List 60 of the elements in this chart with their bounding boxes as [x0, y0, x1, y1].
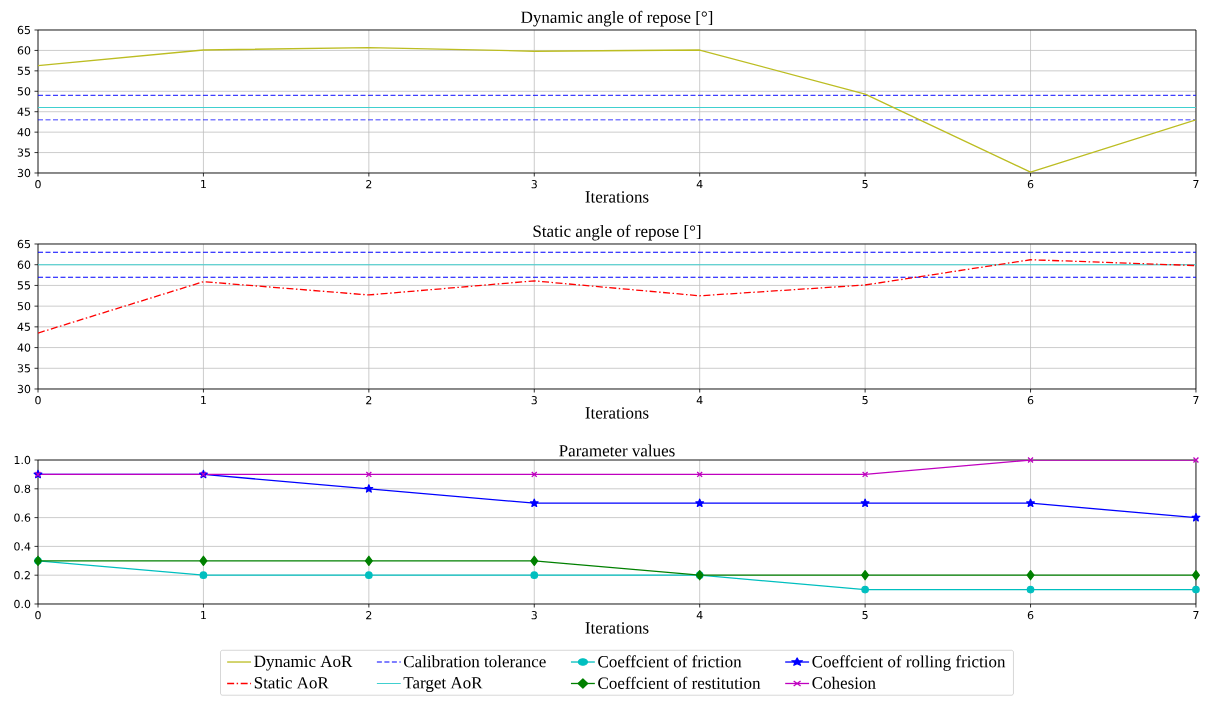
x-tick-label: 5 — [862, 396, 868, 405]
text: Static AoR — [254, 677, 329, 689]
x-tick-label: 5 — [862, 180, 868, 189]
y-tick-label: 50 — [17, 301, 31, 311]
x-tick-label: 1 — [201, 180, 206, 189]
x-tick-label: 0 — [35, 396, 41, 405]
legend-label: Coeffcient of friction — [598, 655, 742, 668]
x-tick-label: 4 — [696, 611, 703, 620]
x-tick-label: 7 — [1193, 611, 1199, 620]
x-tick-label: 6 — [1027, 396, 1034, 405]
legend-label: Cohesion — [812, 676, 876, 689]
y-tick-label: 45 — [17, 107, 31, 116]
y-tick-label: 40 — [17, 127, 31, 137]
x-tick-label: 3 — [531, 611, 537, 620]
x-tick-label: 3 — [531, 180, 537, 189]
y-tick-label: 0.4 — [14, 542, 31, 551]
chart-title: Static angle of repose [°] — [533, 224, 701, 241]
x-tick-label: 6 — [1027, 611, 1034, 620]
text: Calibration tolerance — [403, 655, 546, 668]
x-tick-label: 2 — [366, 180, 372, 189]
y-tick-label: 45 — [17, 322, 31, 331]
text: Dynamic AoR — [254, 655, 353, 671]
x-axis-title: Iterations — [585, 191, 649, 203]
y-tick-label: 30 — [17, 384, 31, 394]
y-tick-label: 55 — [17, 281, 31, 290]
text: Target AoR — [403, 677, 483, 693]
x-tick-label: 2 — [366, 396, 372, 405]
legend-label: Coeffcient of restitution — [598, 676, 761, 689]
x-tick-label: 0 — [35, 611, 41, 620]
x-tick-label: 1 — [201, 396, 206, 405]
y-tick-label: 60 — [17, 260, 31, 269]
x-tick-label: 4 — [696, 180, 703, 189]
chart-title: Parameter values — [559, 444, 675, 457]
y-tick-label: 0.0 — [14, 599, 31, 609]
x-tick-label: 4 — [696, 396, 703, 405]
x-tick-label: 6 — [1027, 180, 1034, 189]
x-tick-label: 7 — [1193, 396, 1199, 405]
y-tick-label: 50 — [17, 87, 31, 96]
y-tick-label: 1.0 — [14, 455, 31, 465]
y-tick-label: 65 — [17, 239, 31, 249]
x-axis-title: Iterations — [585, 622, 649, 634]
y-tick-label: 0.8 — [14, 484, 31, 493]
x-tick-label: 0 — [35, 180, 41, 189]
y-tick-label: 0.2 — [14, 571, 30, 580]
x-tick-label: 3 — [531, 396, 537, 405]
y-tick-label: 40 — [17, 343, 31, 352]
y-tick-label: 0.6 — [14, 513, 31, 522]
x-tick-label: 5 — [862, 611, 868, 620]
y-tick-label: 60 — [17, 46, 31, 55]
y-tick-label: 65 — [17, 25, 31, 35]
y-tick-label: 35 — [17, 148, 31, 157]
x-tick-label: 7 — [1193, 180, 1199, 189]
chart-title: Dynamic angle of repose [°] — [521, 10, 713, 27]
legend-label: Coeffcient of rolling friction — [812, 655, 1006, 671]
y-tick-label: 55 — [17, 66, 31, 75]
y-tick-label: 30 — [17, 168, 31, 178]
x-axis-title: Iterations — [585, 407, 649, 419]
x-tick-label: 1 — [201, 611, 206, 620]
y-tick-label: 35 — [17, 364, 31, 373]
x-tick-label: 2 — [366, 611, 372, 620]
